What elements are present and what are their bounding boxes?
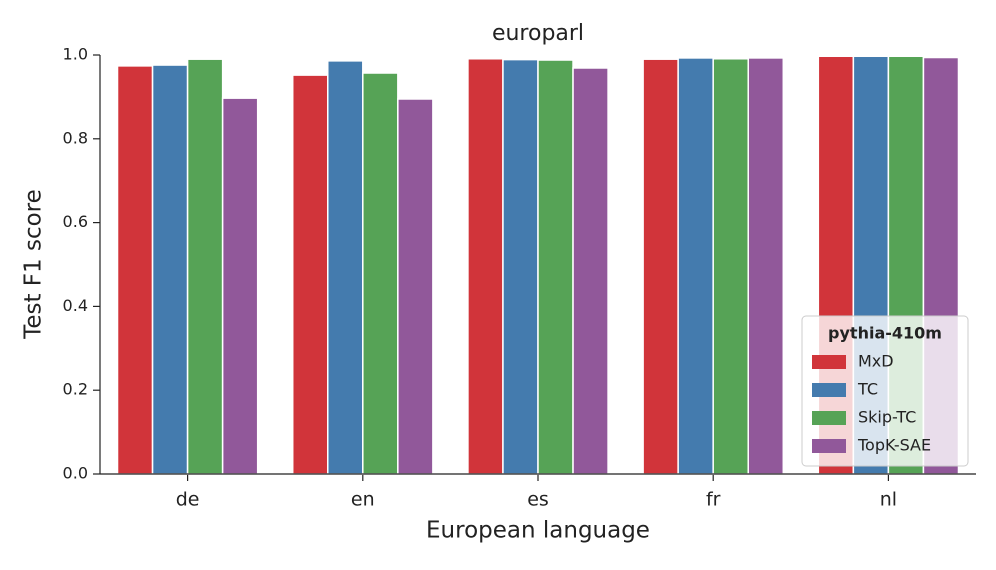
chart-title: europarl — [492, 21, 584, 46]
legend: pythia-410m MxD TC Skip-TC TopK-SAE — [801, 315, 969, 467]
x-tick-label: fr — [706, 489, 721, 511]
x-tick-label: es — [527, 489, 549, 511]
bar — [186, 58, 224, 475]
bar — [502, 58, 539, 475]
legend-label: TC — [857, 380, 878, 399]
bar — [221, 97, 259, 475]
bar — [327, 60, 364, 475]
bar — [677, 57, 714, 475]
y-tick-label: 1.0 — [63, 45, 88, 64]
bar — [572, 67, 609, 475]
x-tick-label: nl — [880, 489, 897, 511]
x-axis-label: European language — [426, 518, 650, 544]
legend-label: MxD — [858, 352, 894, 371]
legend-swatch — [812, 411, 846, 425]
legend-swatch — [812, 439, 846, 453]
legend-title: pythia-410m — [828, 324, 942, 343]
legend-swatch — [812, 383, 846, 397]
legend-label: Skip-TC — [858, 408, 916, 427]
bar — [712, 58, 749, 475]
y-tick-label: 0.4 — [63, 296, 88, 315]
bar — [642, 58, 679, 475]
bar — [537, 59, 574, 475]
y-axis-label: Test F1 score — [21, 189, 47, 340]
bar — [291, 74, 329, 475]
legend-box — [801, 315, 969, 467]
legend-swatch — [812, 355, 846, 369]
y-tick-label: 0.0 — [63, 464, 88, 483]
bar — [397, 98, 434, 475]
y-tick-label: 0.6 — [63, 212, 88, 231]
legend-label: TopK-SAE — [857, 436, 931, 455]
bar — [151, 64, 189, 475]
x-tick-label: de — [176, 489, 200, 511]
bar — [467, 58, 504, 475]
bar — [116, 65, 154, 475]
bar — [747, 57, 785, 475]
y-tick-label: 0.8 — [63, 128, 88, 147]
y-tick-label: 0.2 — [63, 380, 88, 399]
x-tick-label: en — [351, 489, 375, 511]
bar — [362, 72, 399, 475]
